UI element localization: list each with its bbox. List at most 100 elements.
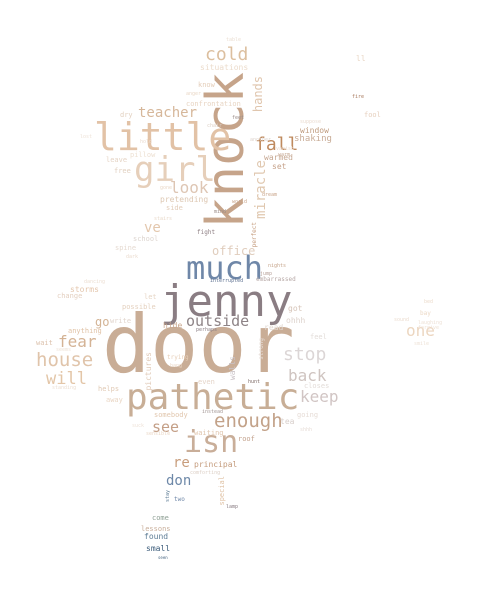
word-hang: hang xyxy=(170,363,183,369)
word-anger: anger xyxy=(186,91,202,97)
word-dancing: dancing xyxy=(84,279,106,285)
word-dark: dark xyxy=(126,254,139,260)
word-perfect: perfect xyxy=(251,222,258,248)
word-fight: fight xyxy=(197,229,216,236)
word-hide: hide xyxy=(163,321,183,330)
word-know: know xyxy=(198,81,215,89)
word-ll: ll xyxy=(356,54,366,63)
word-suppose: suppose xyxy=(300,119,322,125)
word-pictures: pictures xyxy=(144,352,153,391)
word-stay: stay xyxy=(165,490,171,503)
word-re: re xyxy=(173,455,190,471)
word-chair: chair xyxy=(207,123,223,129)
word-teacher: teacher xyxy=(138,105,198,121)
word-lessons: lessons xyxy=(141,525,171,533)
word-fall: fall xyxy=(255,134,299,155)
word-sound: sound xyxy=(394,317,410,323)
word-back: back xyxy=(288,366,327,385)
word-lamp: lamp xyxy=(226,504,239,510)
word-go: go xyxy=(95,315,110,329)
word-stairs: stairs xyxy=(154,216,173,222)
word-possible: possible xyxy=(122,303,156,311)
word-wait: wait xyxy=(36,339,53,347)
word-school: school xyxy=(133,235,159,243)
word-somebody: somebody xyxy=(154,411,188,419)
word-nights: nights xyxy=(268,263,287,269)
word-interrupted: interrupted xyxy=(210,278,244,284)
word-strong: strong xyxy=(258,338,265,360)
word-isn: isn xyxy=(184,425,239,460)
word-world: world xyxy=(232,199,248,205)
word-feet: feet xyxy=(232,115,245,121)
word-office: office xyxy=(212,244,256,258)
word-house: house xyxy=(36,349,94,371)
word-hold: hold xyxy=(140,139,153,145)
word-leave: leave xyxy=(106,156,128,164)
word-small: small xyxy=(146,544,171,553)
word-storms: storms xyxy=(70,285,99,294)
word-situations: situations xyxy=(200,63,249,72)
word-miracle: miracle xyxy=(253,160,269,220)
word-jenny: jenny xyxy=(160,276,293,327)
word-come: come xyxy=(152,514,169,522)
word-gone: gone xyxy=(160,185,173,191)
word-bay: bay xyxy=(420,310,431,317)
word-shhh: shhh xyxy=(300,427,313,433)
word-going: going xyxy=(297,411,319,419)
word-got: got xyxy=(288,304,303,313)
word-much: much xyxy=(186,249,264,287)
word-pillow: pillow xyxy=(130,151,156,159)
word-warm: warm xyxy=(278,152,291,158)
word-enough: enough xyxy=(214,410,283,432)
word-seems: seems xyxy=(56,347,72,353)
word-embarrassed: embarrassed xyxy=(256,276,296,283)
word-found: found xyxy=(144,532,169,541)
word-stop: stop xyxy=(283,344,327,365)
word-tea: tea xyxy=(280,417,295,426)
word-ohhh: ohhh xyxy=(286,316,306,325)
word-spine: spine xyxy=(115,244,137,252)
word-instead: instead xyxy=(202,409,224,415)
word-outside: outside xyxy=(186,312,250,330)
word-shaking: shaking xyxy=(294,134,332,144)
word-lost: lost xyxy=(80,134,93,140)
word-fool: fool xyxy=(364,111,381,119)
word-bed: bed xyxy=(424,299,434,305)
word-waiting: waiting xyxy=(194,429,224,437)
word-side: side xyxy=(166,204,183,212)
word-perhaps: perhaps xyxy=(196,327,218,333)
word-principal: principal xyxy=(194,460,238,469)
word-special: special xyxy=(218,476,226,506)
word-one: one xyxy=(406,321,435,340)
word-dream: dream xyxy=(262,192,278,198)
word-smile: smile xyxy=(414,341,430,347)
word-pathetic: pathetic xyxy=(126,377,300,418)
word-pretending: pretending xyxy=(160,195,209,204)
word-door: door xyxy=(102,298,295,391)
word-closes: closes xyxy=(304,382,330,390)
word-two: two xyxy=(174,496,185,503)
word-cold: cold xyxy=(205,44,249,65)
word-let: let xyxy=(144,293,157,301)
word-little: little xyxy=(94,115,232,159)
word-feel: feel xyxy=(310,333,327,341)
word-see: see xyxy=(152,418,180,436)
word-look: look xyxy=(170,178,209,197)
word-confrontation: confrontation xyxy=(186,100,241,108)
word-roof: roof xyxy=(238,435,255,443)
word-write: write xyxy=(110,317,132,325)
word-jump: jump xyxy=(260,271,273,277)
word-warmed: warmed xyxy=(264,153,293,162)
word-free: free xyxy=(114,167,131,175)
word-will: will xyxy=(46,369,87,389)
word-table: table xyxy=(226,37,242,43)
word-helps: helps xyxy=(98,385,120,393)
word-window: window xyxy=(300,126,329,135)
word-comforting: comforting xyxy=(190,470,221,476)
word-trying: trying xyxy=(167,354,189,361)
word-sensible: sensible xyxy=(146,431,171,437)
word-laughing: laughing xyxy=(418,320,443,326)
word-read: read xyxy=(264,323,284,332)
word-change: change xyxy=(57,292,83,300)
